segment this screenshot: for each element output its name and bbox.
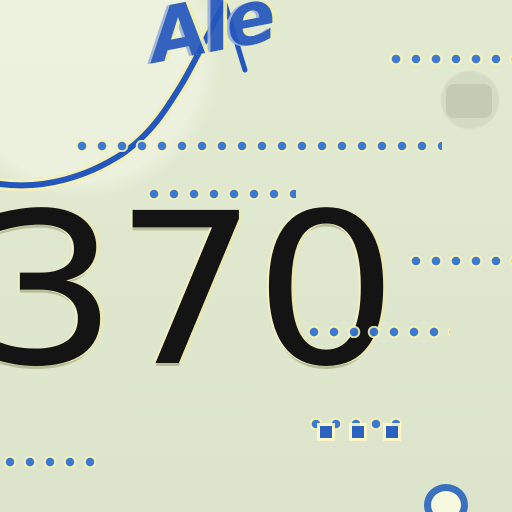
blue-ink-dot bbox=[386, 426, 398, 438]
blue-ink-dot bbox=[352, 426, 364, 438]
dotted-leader-right-middle bbox=[406, 255, 512, 267]
dotted-leader-top-right bbox=[386, 53, 512, 65]
dotted-leader-upper-middle bbox=[72, 140, 442, 152]
dotted-leader-after-number bbox=[304, 326, 450, 338]
paper-smudge bbox=[446, 84, 492, 118]
large-number: 370 bbox=[0, 168, 398, 413]
blue-ink-dot bbox=[320, 426, 332, 438]
dotted-leader-bottom-left bbox=[0, 456, 98, 468]
handwritten-notation: Ale bbox=[142, 0, 280, 81]
dotted-leader-under-handwriting bbox=[144, 188, 296, 200]
circular-glyph-icon bbox=[424, 484, 468, 512]
dotted-leader-lower-middle bbox=[306, 418, 410, 430]
